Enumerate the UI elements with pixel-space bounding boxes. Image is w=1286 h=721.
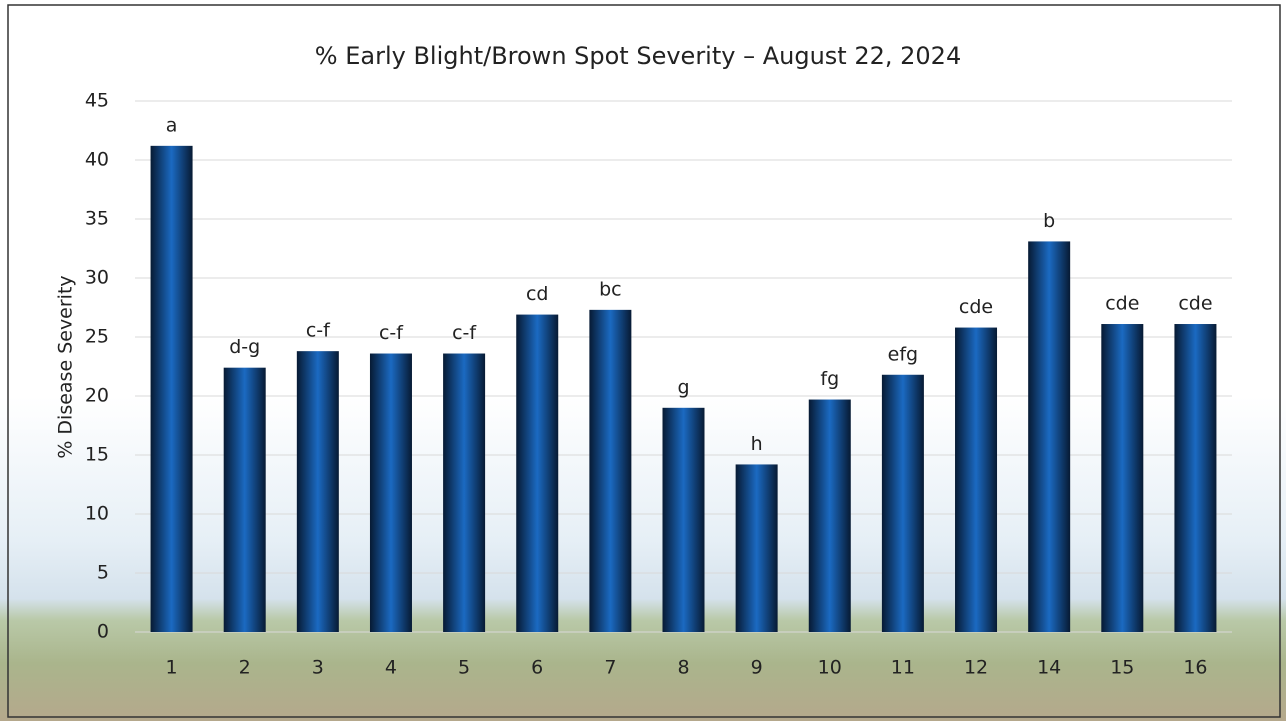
y-tick-label: 30 [85,267,109,289]
x-tick-label: 15 [1110,657,1134,679]
bar [808,399,851,632]
bar [881,374,924,632]
bar [662,407,705,632]
bar [296,351,339,632]
x-tick-label: 11 [891,657,915,679]
y-tick-label: 40 [85,149,109,171]
x-tick-label: 4 [385,657,397,679]
bar [516,314,559,632]
x-tick-label: 10 [818,657,842,679]
x-tick-label: 2 [239,657,251,679]
significance-letter: efg [888,343,918,365]
significance-letter: c-f [306,320,331,342]
x-tick-label: 5 [458,657,470,679]
significance-letter: a [166,114,178,136]
x-tick-label: 9 [751,657,763,679]
significance-letter: cde [959,296,993,318]
x-tick-label: 12 [964,657,988,679]
x-tick-label: 6 [531,657,543,679]
significance-letter: c-f [452,322,477,344]
significance-letter: cde [1105,293,1139,315]
bar [955,327,998,632]
chart-border [7,4,1281,718]
bar [150,145,193,632]
y-tick-label: 15 [85,444,109,466]
bar [1101,324,1144,632]
bar [1028,241,1071,633]
y-tick-label: 25 [85,326,109,348]
x-tick-label: 7 [604,657,616,679]
x-tick-label: 16 [1183,657,1207,679]
y-tick-label: 45 [85,90,109,112]
y-tick-label: 0 [97,621,109,643]
bar [443,353,486,632]
significance-letter: fg [820,368,839,390]
significance-letter: d-g [229,336,260,358]
x-tick-label: 3 [312,657,324,679]
significance-letter: cde [1178,293,1212,315]
x-tick-label: 14 [1037,657,1061,679]
significance-letter: cd [526,283,549,305]
y-tick-label: 10 [85,503,109,525]
bar [1174,324,1217,632]
chart-title: % Early Blight/Brown Spot Severity – Aug… [315,42,961,70]
significance-letter: g [677,376,689,398]
y-tick-label: 35 [85,208,109,230]
significance-letter: c-f [379,322,404,344]
significance-letter: h [751,433,763,455]
bar [223,367,266,632]
x-tick-label: 1 [166,657,178,679]
y-axis-label: % Disease Severity [55,275,77,458]
y-tick-label: 20 [85,385,109,407]
bar [369,353,412,632]
y-tick-label: 5 [97,562,109,584]
x-tick-label: 8 [677,657,689,679]
significance-letter: b [1043,210,1055,232]
bar [735,464,778,632]
significance-letter: bc [599,278,622,300]
bar [589,309,632,632]
